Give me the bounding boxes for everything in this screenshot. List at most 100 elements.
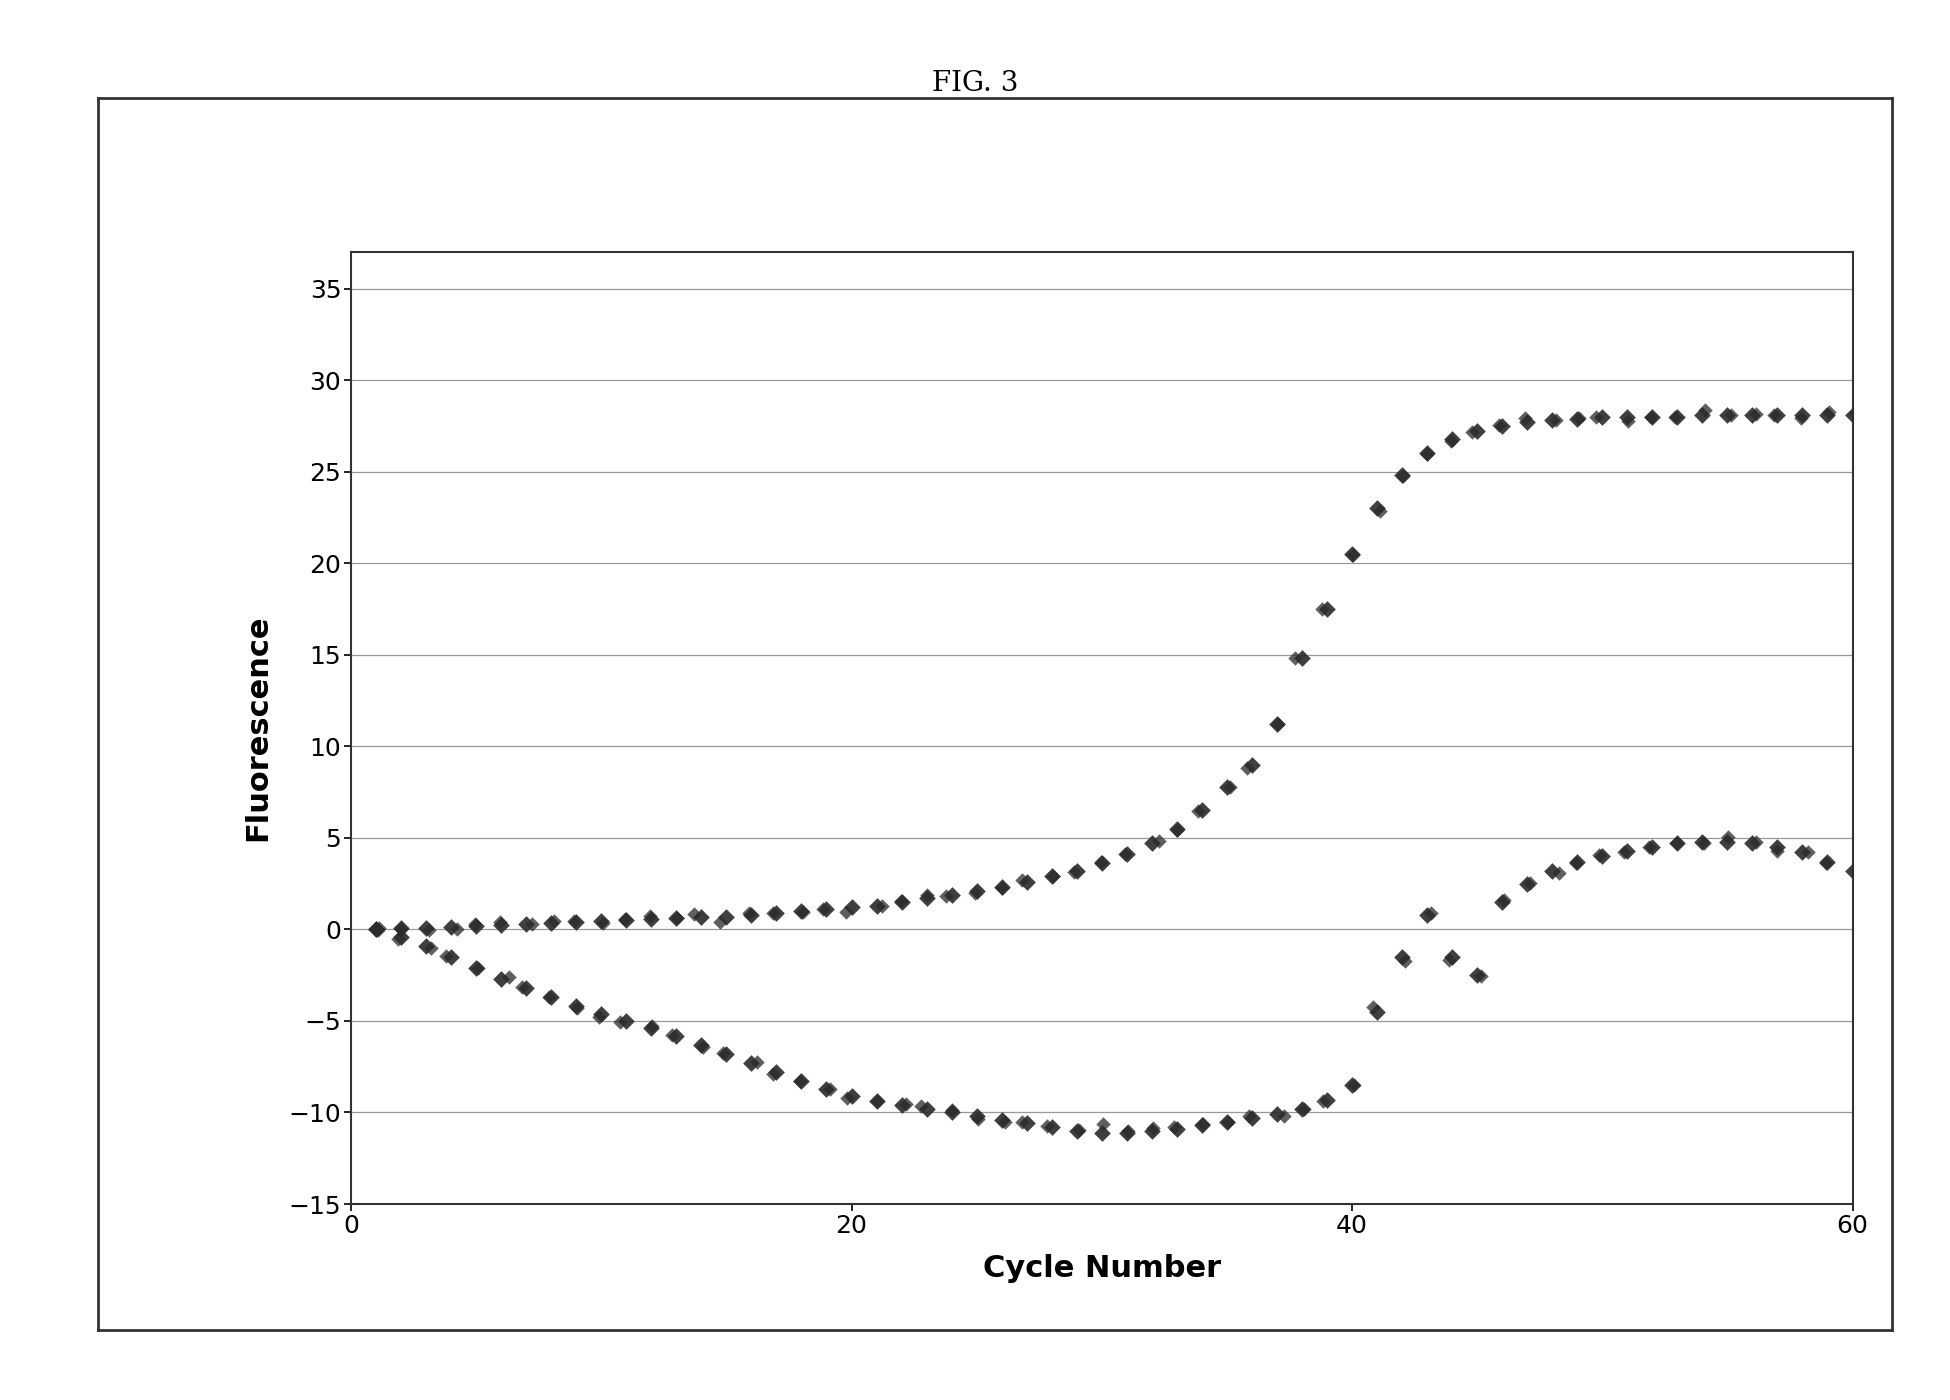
Point [661, 1025, 692, 1047]
Point [1562, 850, 1593, 872]
Point [1086, 1121, 1117, 1144]
Point [862, 1091, 893, 1113]
Point [634, 904, 665, 927]
Point [1186, 799, 1217, 822]
Point [1560, 853, 1591, 875]
Point [1837, 860, 1868, 882]
Point [1336, 1074, 1367, 1096]
Point [1306, 598, 1338, 620]
Point [1361, 1001, 1392, 1023]
Point [1661, 406, 1693, 428]
Point [1084, 851, 1115, 874]
Point [885, 890, 916, 913]
Point [657, 1023, 688, 1046]
Point [1158, 1116, 1190, 1138]
Point [636, 1015, 667, 1037]
Point [710, 906, 741, 928]
Point [1786, 841, 1817, 864]
Point [1737, 832, 1769, 854]
Point [361, 918, 392, 941]
Point [1110, 843, 1141, 865]
Point [1484, 414, 1515, 437]
Point [811, 897, 842, 920]
Point [1437, 427, 1468, 449]
Point [989, 1110, 1020, 1133]
Point [686, 906, 718, 928]
Point [536, 911, 567, 934]
Point [493, 966, 525, 988]
Point [1412, 903, 1443, 925]
Point [862, 1089, 893, 1112]
Point [1287, 1098, 1318, 1120]
Point [441, 918, 472, 941]
Point [517, 913, 548, 935]
Point [784, 1070, 815, 1092]
Point [1340, 1074, 1371, 1096]
Point [1137, 1117, 1168, 1140]
Point [831, 1088, 862, 1110]
Point [661, 907, 692, 930]
Point [1412, 442, 1443, 465]
Point [1562, 407, 1593, 430]
Point [1160, 819, 1191, 841]
Point [1234, 1105, 1266, 1127]
Point [1486, 414, 1517, 437]
Point [1712, 403, 1743, 426]
Point [1437, 945, 1468, 967]
Point [1609, 841, 1640, 864]
Point [987, 878, 1018, 900]
Point [1262, 713, 1293, 735]
Point [511, 913, 542, 935]
Point [1137, 832, 1168, 854]
Point [1112, 843, 1143, 865]
Point [735, 1051, 766, 1074]
Point [1540, 409, 1572, 431]
Point [1786, 406, 1817, 428]
Point [460, 914, 491, 937]
Point [1488, 889, 1519, 911]
Point [1112, 1120, 1143, 1142]
Point [507, 976, 538, 998]
Point [1812, 853, 1843, 875]
Point [486, 910, 517, 932]
Point [1386, 465, 1418, 487]
Point [583, 1005, 614, 1028]
Point [1236, 1107, 1268, 1130]
Point [866, 895, 897, 917]
Point [759, 1063, 790, 1085]
Point [708, 1042, 739, 1064]
Point [862, 895, 893, 917]
Point [961, 879, 993, 902]
Point [636, 1016, 667, 1039]
Point [1611, 406, 1642, 428]
Point [585, 1002, 616, 1025]
Point [386, 917, 417, 939]
Point [1537, 409, 1568, 431]
Point [1310, 1088, 1342, 1110]
Point [679, 903, 710, 925]
Point [807, 897, 838, 920]
Point [431, 945, 462, 967]
Point [1112, 1121, 1143, 1144]
Point [1511, 412, 1542, 434]
Point [1289, 1098, 1320, 1120]
Point [460, 956, 491, 979]
Point [1035, 865, 1067, 888]
Point [1583, 843, 1615, 865]
Point [911, 888, 942, 910]
Point [413, 918, 445, 941]
Point [1063, 1119, 1094, 1141]
Point [1814, 402, 1845, 424]
Point [410, 935, 441, 958]
Point [1689, 399, 1720, 421]
Point [435, 945, 466, 967]
Point [1160, 818, 1191, 840]
Point [1737, 403, 1769, 426]
Point [1739, 830, 1771, 853]
Point [1365, 500, 1396, 522]
Point [760, 1061, 792, 1084]
Point [811, 1078, 842, 1100]
Point [562, 995, 593, 1018]
Point [1137, 1120, 1168, 1142]
Point [1537, 860, 1568, 882]
